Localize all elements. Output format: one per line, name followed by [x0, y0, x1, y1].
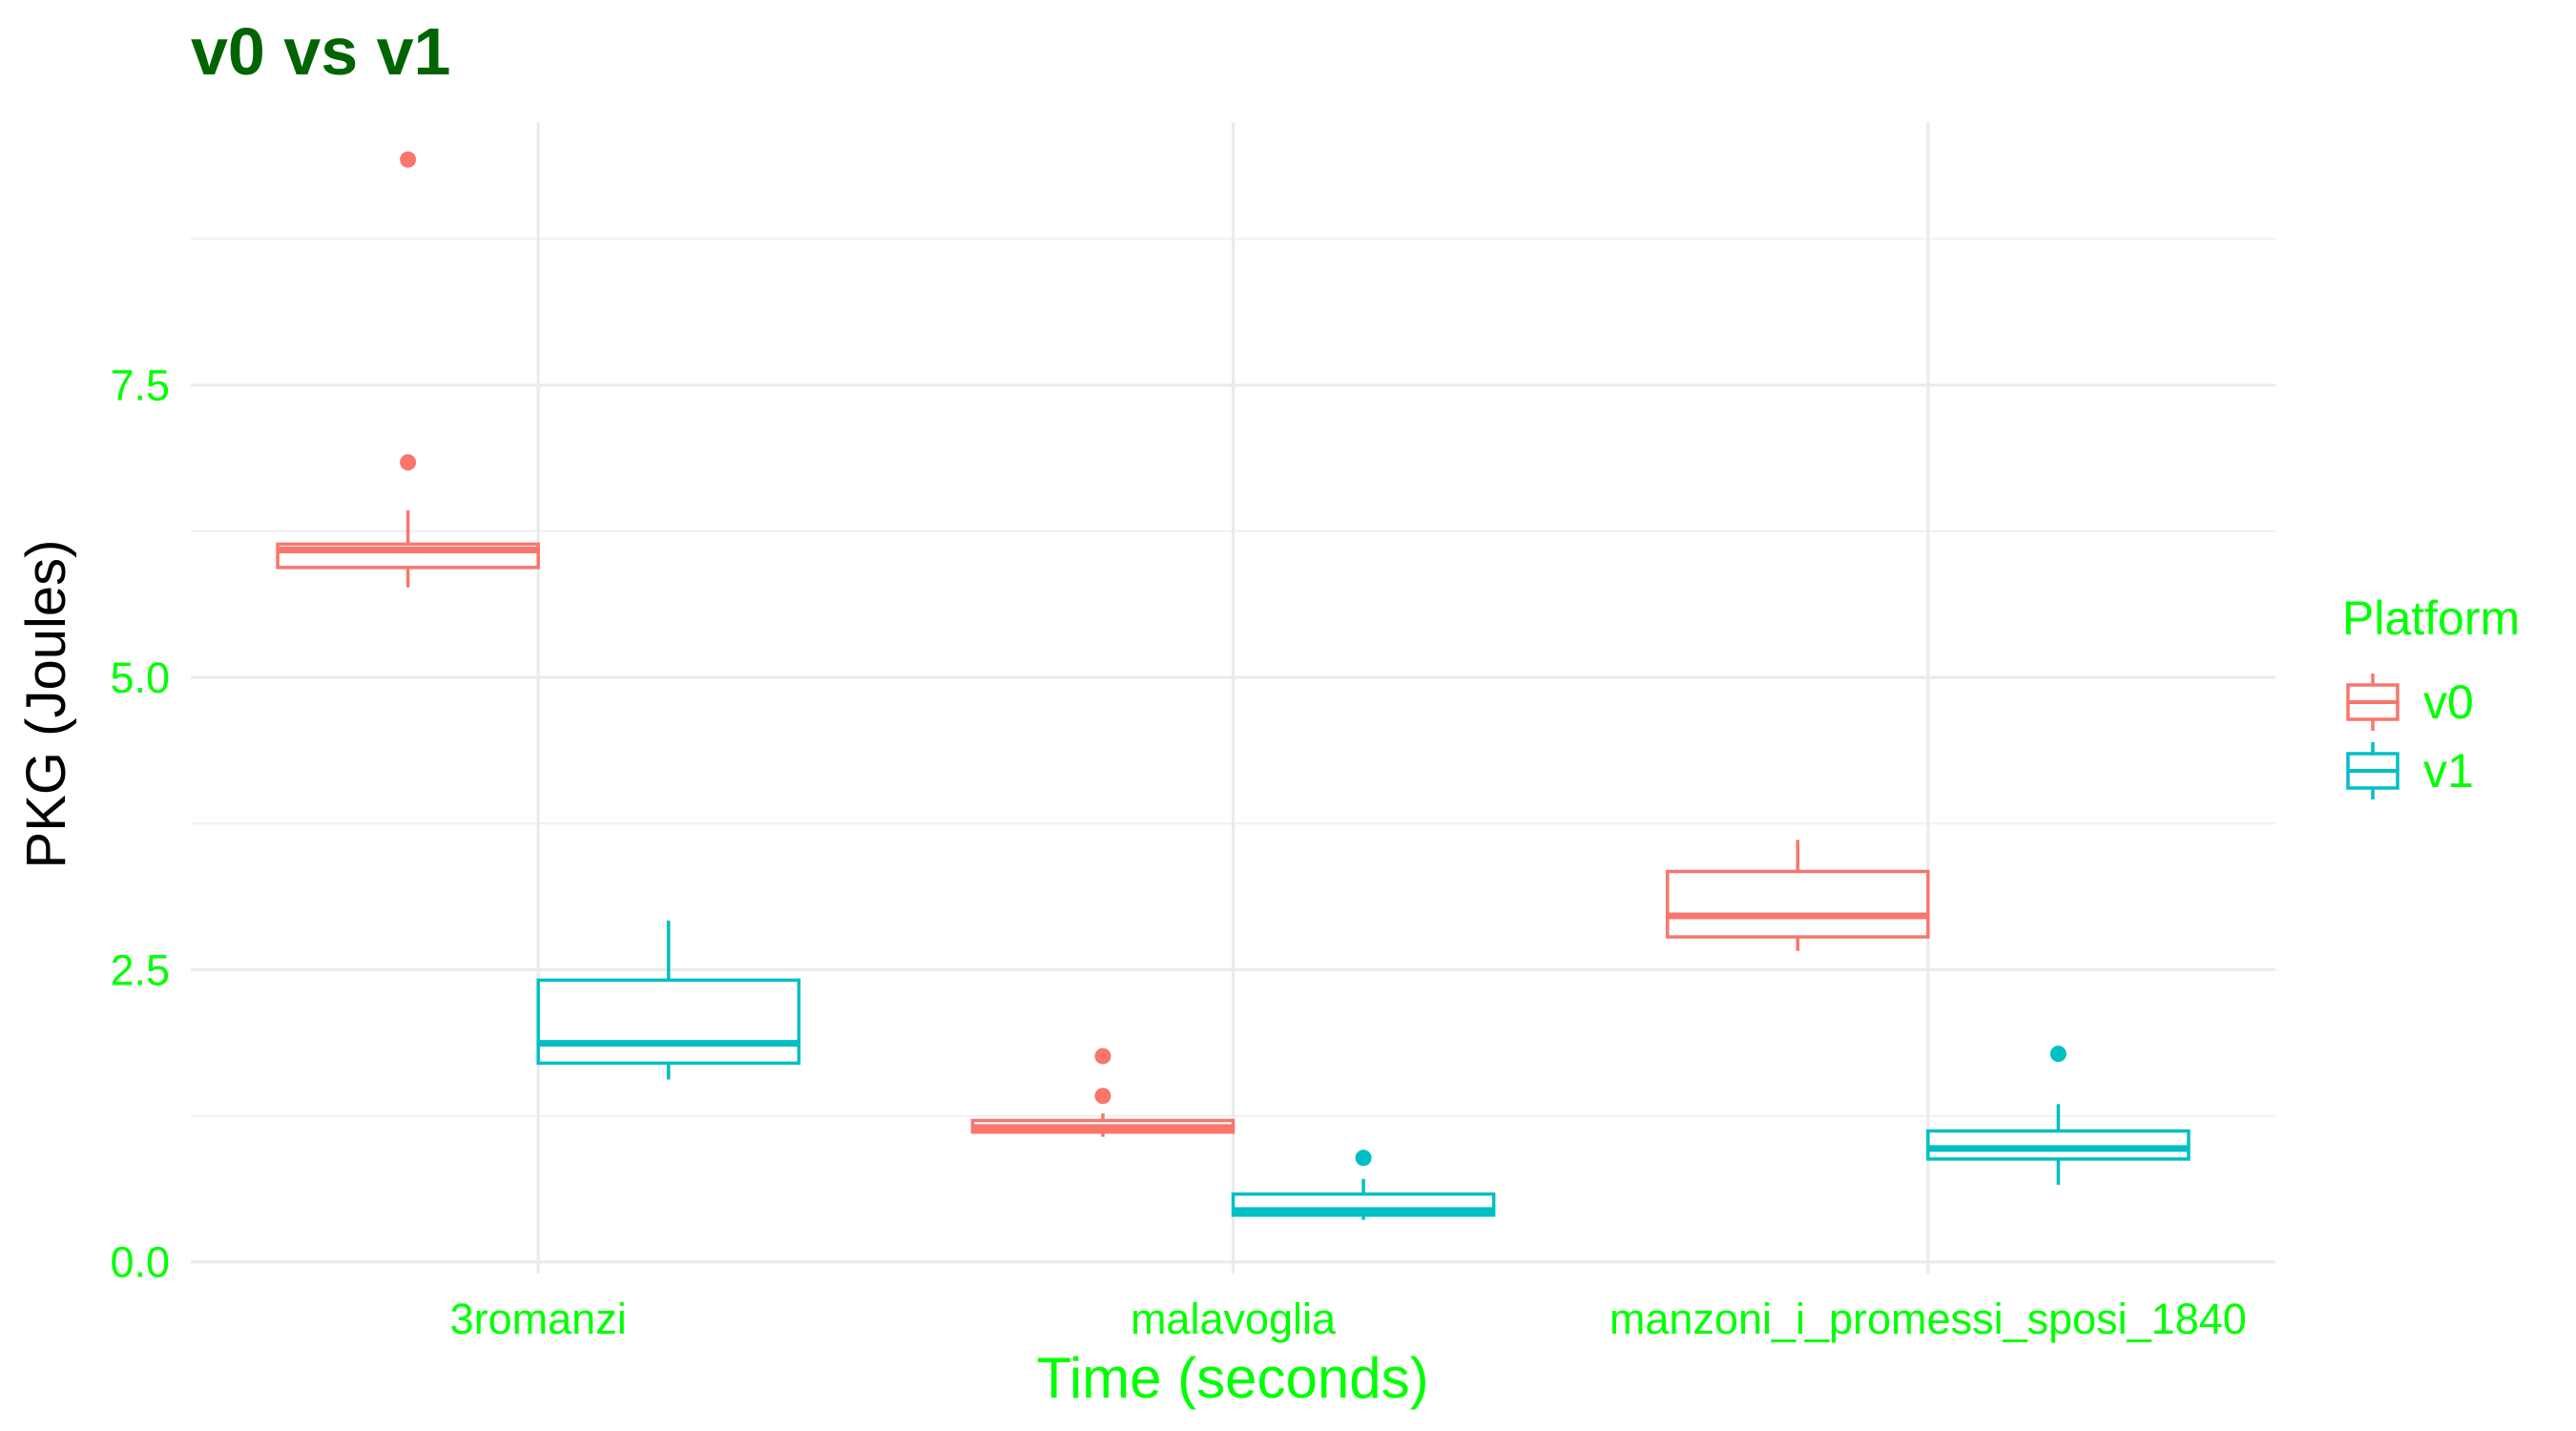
box-layer: [276, 151, 2191, 1220]
outlier-point: [2049, 1046, 2067, 1063]
box-group: [536, 920, 801, 1080]
x-tick-label: 3romanzi: [450, 1295, 627, 1343]
y-tick-label: 7.5: [110, 362, 170, 410]
outlier-point: [1094, 1088, 1111, 1105]
box-group: [970, 1047, 1236, 1137]
legend-label: v0: [2423, 675, 2474, 729]
chart-title: v0 vs v1: [191, 14, 450, 89]
box-rect: [1665, 869, 1930, 939]
outlier-point: [400, 454, 417, 471]
box-group: [1926, 1046, 2191, 1185]
legend-item: v0: [2346, 674, 2474, 731]
y-tick-label: 2.5: [110, 945, 170, 994]
y-tick-label: 5.0: [110, 653, 170, 702]
tick-layer: 0.0 2.5 5.0 7.5 3romanzi malavoglia manzoni_i_…: [110, 362, 2246, 1343]
x-axis-title: Time (seconds): [1036, 1346, 1428, 1410]
box-group: [1231, 1150, 1496, 1220]
legend-item: v1: [2346, 742, 2474, 799]
box-group: [1665, 840, 1930, 951]
legend-title: Platform: [2342, 591, 2520, 645]
x-tick-label: malavoglia: [1131, 1295, 1337, 1343]
box-group: [276, 151, 540, 588]
outlier-point: [1355, 1150, 1372, 1167]
legend-label: v1: [2423, 744, 2474, 798]
box-rect: [1926, 1129, 2191, 1161]
outlier-point: [400, 151, 417, 168]
grid-layer: [191, 122, 2275, 1274]
y-axis-title: PKG (Joules): [15, 540, 77, 869]
x-tick-label: manzoni_i_promessi_sposi_1840: [1610, 1295, 2247, 1343]
y-tick-label: 0.0: [110, 1238, 170, 1287]
box-rect: [536, 978, 801, 1066]
outlier-point: [1094, 1047, 1111, 1065]
